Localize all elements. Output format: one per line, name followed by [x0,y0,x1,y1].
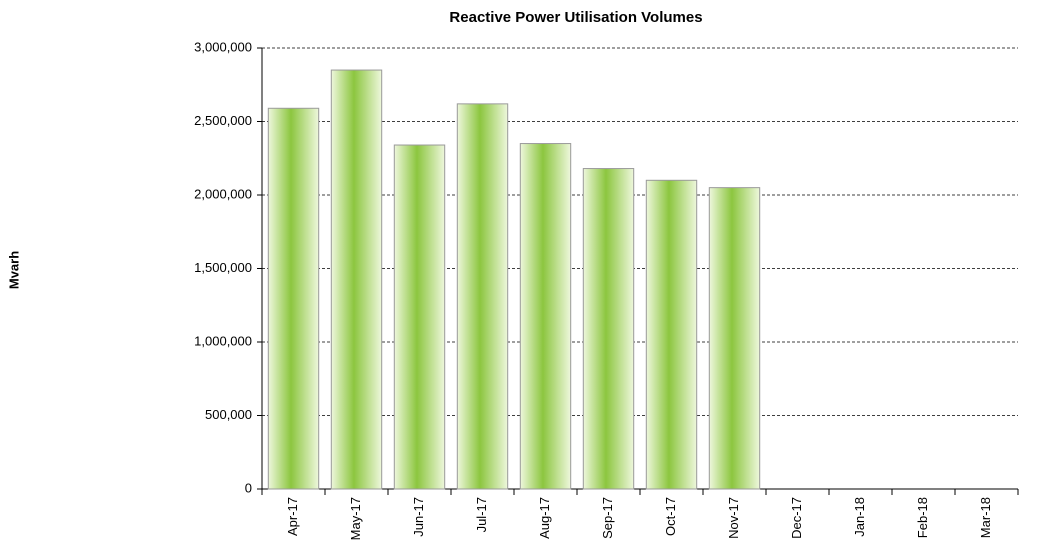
x-tick-label: May-17 [348,497,363,540]
x-tick-label: Oct-17 [663,497,678,536]
x-tick-label: Sep-17 [600,497,615,539]
bar [330,69,383,490]
x-tick-label: Jan-18 [852,497,867,537]
x-tick-label: Jul-17 [474,497,489,532]
y-tick-label: 2,500,000 [194,113,252,128]
y-tick-label: 2,000,000 [194,186,252,201]
x-tick-label: Feb-18 [915,497,930,538]
bar [708,187,761,490]
y-tick-label: 0 [245,480,252,495]
bar [456,103,509,490]
x-tick-label: Mar-18 [978,497,993,538]
bar [582,168,635,490]
y-axis-label: Mvarh [6,251,21,289]
y-tick-label: 1,500,000 [194,260,252,275]
bar [267,107,320,490]
x-tick-label: Apr-17 [285,497,300,536]
x-tick-label: Dec-17 [789,497,804,539]
x-tick-label: Aug-17 [537,497,552,539]
chart-title: Reactive Power Utilisation Volumes [449,9,702,26]
x-tick-label: Nov-17 [726,497,741,539]
bar [645,179,698,490]
bar [393,144,446,490]
y-tick-label: 500,000 [205,407,252,422]
y-tick-label: 1,000,000 [194,333,252,348]
y-tick-label: 3,000,000 [194,39,252,54]
x-tick-label: Jun-17 [411,497,426,537]
bar [519,143,572,490]
